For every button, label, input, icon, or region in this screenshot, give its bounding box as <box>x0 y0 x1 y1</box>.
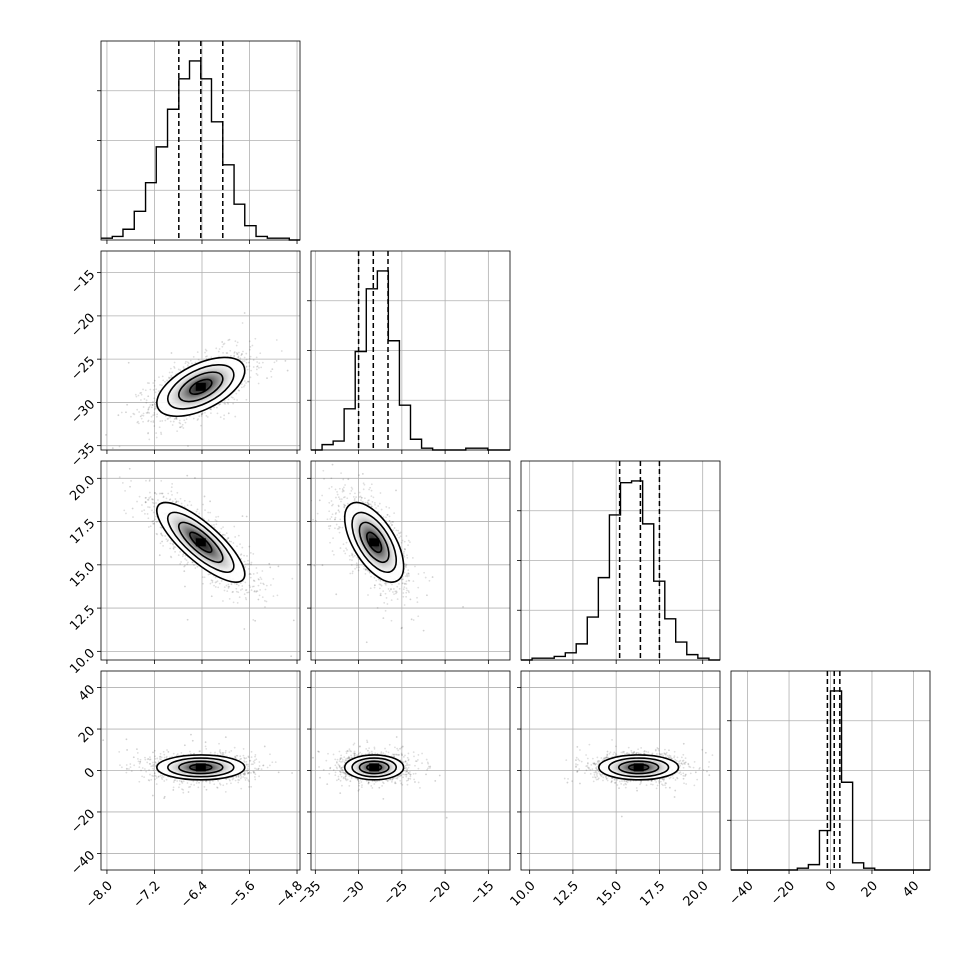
x-tick-label: −7.2 <box>131 878 164 911</box>
histogram-panel-0 <box>97 40 301 244</box>
x-tick-label: −6.4 <box>178 878 211 911</box>
density-peak <box>369 538 380 547</box>
scatter-points <box>311 461 464 644</box>
panel-frame <box>730 670 931 871</box>
scatter-points <box>105 312 289 450</box>
x-tick-label: −20 <box>424 878 454 908</box>
y-tick-label: 20.0 <box>67 473 98 504</box>
y-tick-label: −30 <box>68 397 98 427</box>
contour-line <box>358 521 390 564</box>
x-tick-label: 20 <box>859 878 881 900</box>
contour-line <box>156 754 246 781</box>
density-peak <box>195 538 206 547</box>
y-tick-label: 10.0 <box>67 646 98 677</box>
contour-line <box>178 521 224 564</box>
x-tick-label: −5.6 <box>226 878 259 911</box>
x-tick-label: −15 <box>467 878 497 908</box>
density-peak <box>195 763 206 772</box>
panel-frame <box>100 670 301 871</box>
contour-line <box>608 757 670 778</box>
y-tick-label: −25 <box>68 354 98 384</box>
y-tick-label: 20 <box>76 724 98 746</box>
panel-frame <box>100 40 301 241</box>
contour-line <box>617 760 660 775</box>
density-peak <box>369 763 380 772</box>
scatter-panel-1-2 <box>307 460 511 664</box>
x-tick-label: −30 <box>338 878 368 908</box>
panel-frame <box>100 250 301 451</box>
panel-frame <box>310 460 511 661</box>
x-tick-label: 0 <box>823 878 839 894</box>
contour-line <box>178 760 224 775</box>
density-peak <box>633 763 644 772</box>
x-tick-label: 10.0 <box>508 878 539 909</box>
scatter-points <box>102 733 293 800</box>
scatter-points <box>563 738 714 818</box>
scatter-panel-1-3: −35 −30 −25 −20 −15 <box>294 670 511 908</box>
x-tick-label: −25 <box>381 878 411 908</box>
scatter-panel-0-2: 10.0 12.5 15.0 17.5 20.0 <box>67 460 301 677</box>
scatter-points <box>312 736 448 819</box>
panel-frame <box>100 460 301 661</box>
contour-line <box>167 757 235 778</box>
y-tick-label: −20 <box>68 807 98 837</box>
contour-line <box>156 501 246 583</box>
contour-line <box>167 511 235 573</box>
contour-line <box>358 760 390 775</box>
x-tick-label: 15.0 <box>594 878 625 909</box>
y-tick-label: −40 <box>68 848 98 878</box>
y-tick-label: −20 <box>68 311 98 341</box>
scatter-panel-2-3: 10.0 12.5 15.0 17.5 20.0 <box>508 670 721 910</box>
x-tick-label: 17.5 <box>637 878 668 909</box>
y-tick-label: −35 <box>68 440 98 470</box>
histogram-step-line <box>311 270 510 451</box>
y-tick-label: −15 <box>68 267 98 297</box>
panel-frame <box>520 460 721 661</box>
histogram-panel-2 <box>517 460 721 664</box>
x-tick-label: −8.0 <box>83 878 116 911</box>
histogram-step-line <box>521 480 720 661</box>
y-tick-label: 40 <box>76 682 98 704</box>
x-tick-label: 20.0 <box>681 878 712 909</box>
contour-line <box>343 754 405 781</box>
contour-line <box>351 757 398 778</box>
x-tick-label: 12.5 <box>551 878 582 909</box>
histogram-panel-3: −40 −20 0 20 40 <box>727 670 931 908</box>
contour-line <box>189 378 213 395</box>
x-tick-label: −20 <box>768 878 798 908</box>
x-tick-label: 40 <box>900 878 922 900</box>
histogram-panel-1 <box>307 250 511 454</box>
density-peak <box>195 382 206 391</box>
y-tick-label: 12.5 <box>67 603 98 634</box>
contour-line <box>351 511 398 573</box>
scatter-points <box>118 467 295 658</box>
scatter-panel-0-1: −35 −30 −25 −20 −15 <box>68 250 301 470</box>
contour-line <box>343 501 405 583</box>
y-tick-label: 0 <box>82 765 98 781</box>
panel-frame <box>310 250 511 451</box>
y-tick-label: 17.5 <box>67 516 98 547</box>
panel-frame <box>310 670 511 871</box>
contour-line <box>598 754 680 781</box>
x-tick-label: −40 <box>727 878 757 908</box>
panel-frame <box>520 670 721 871</box>
contour-line <box>156 356 246 418</box>
y-tick-label: 15.0 <box>67 560 98 591</box>
contour-line <box>178 371 224 403</box>
contour-line <box>167 363 235 410</box>
